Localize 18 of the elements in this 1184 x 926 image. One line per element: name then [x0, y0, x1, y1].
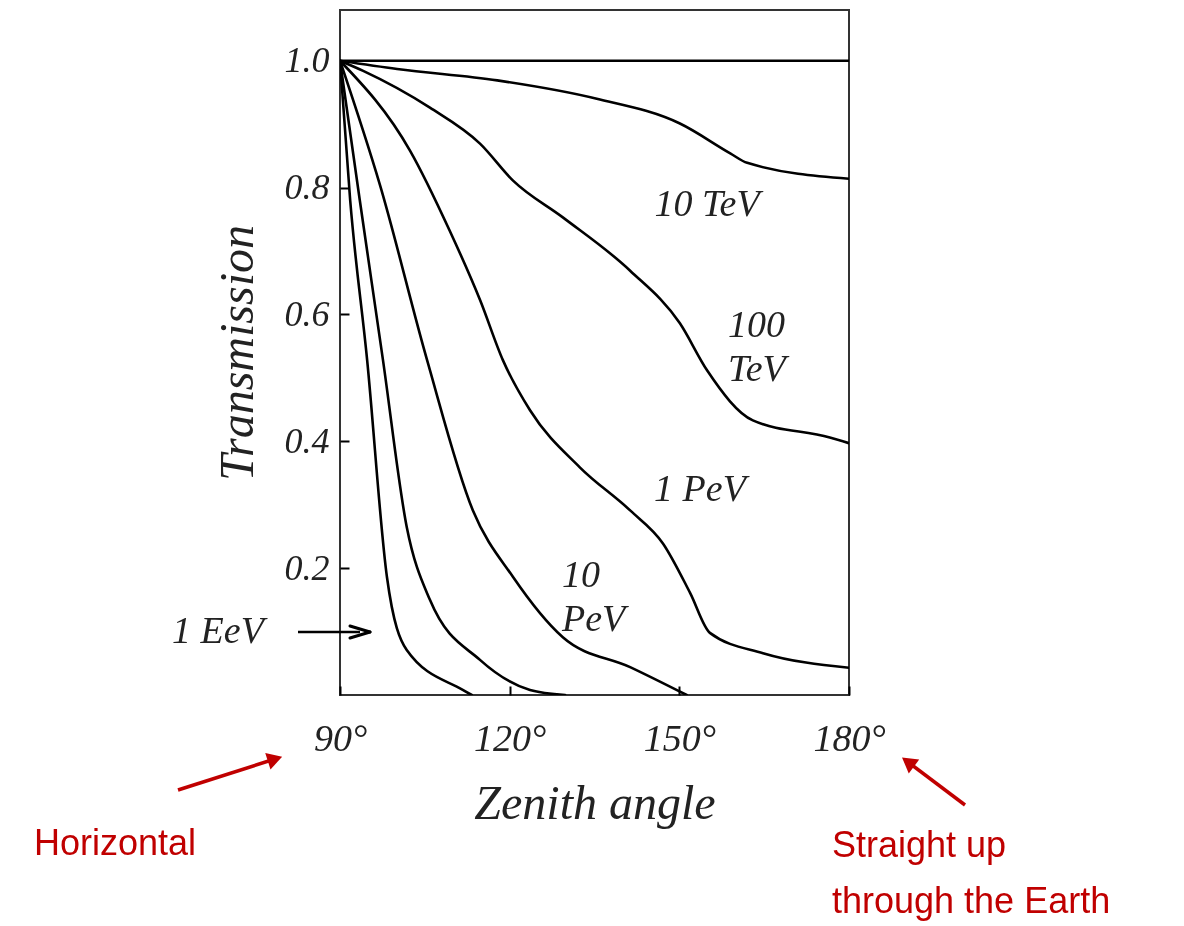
x-tick-label: 120° — [474, 716, 547, 759]
text: Horizontal — [33, 822, 197, 863]
x-tick-label: 90° — [313, 716, 368, 759]
legend-label: 1 EeV — [172, 609, 268, 651]
x-tick-label: 150° — [643, 716, 716, 759]
y-tick-label: 0.6 — [284, 293, 330, 334]
x-tick-label: 180° — [813, 716, 886, 759]
y-tick-label: 1.0 — [284, 40, 330, 81]
series-label: 1 PeV — [654, 467, 750, 509]
y-tick-label: 0.2 — [284, 547, 330, 588]
series-label: 10 PeV — [561, 553, 630, 639]
y-axis-title: Transmission — [209, 224, 263, 482]
y-tick-label: 0.8 — [284, 167, 330, 208]
series-label: 100 TeV — [728, 303, 790, 389]
text: Straight up through the Earth — [832, 824, 1111, 921]
y-tick-label: 0.4 — [284, 420, 330, 461]
x-axis-title: Zenith angle — [474, 775, 716, 829]
series-label: 10 TeV — [654, 182, 764, 224]
